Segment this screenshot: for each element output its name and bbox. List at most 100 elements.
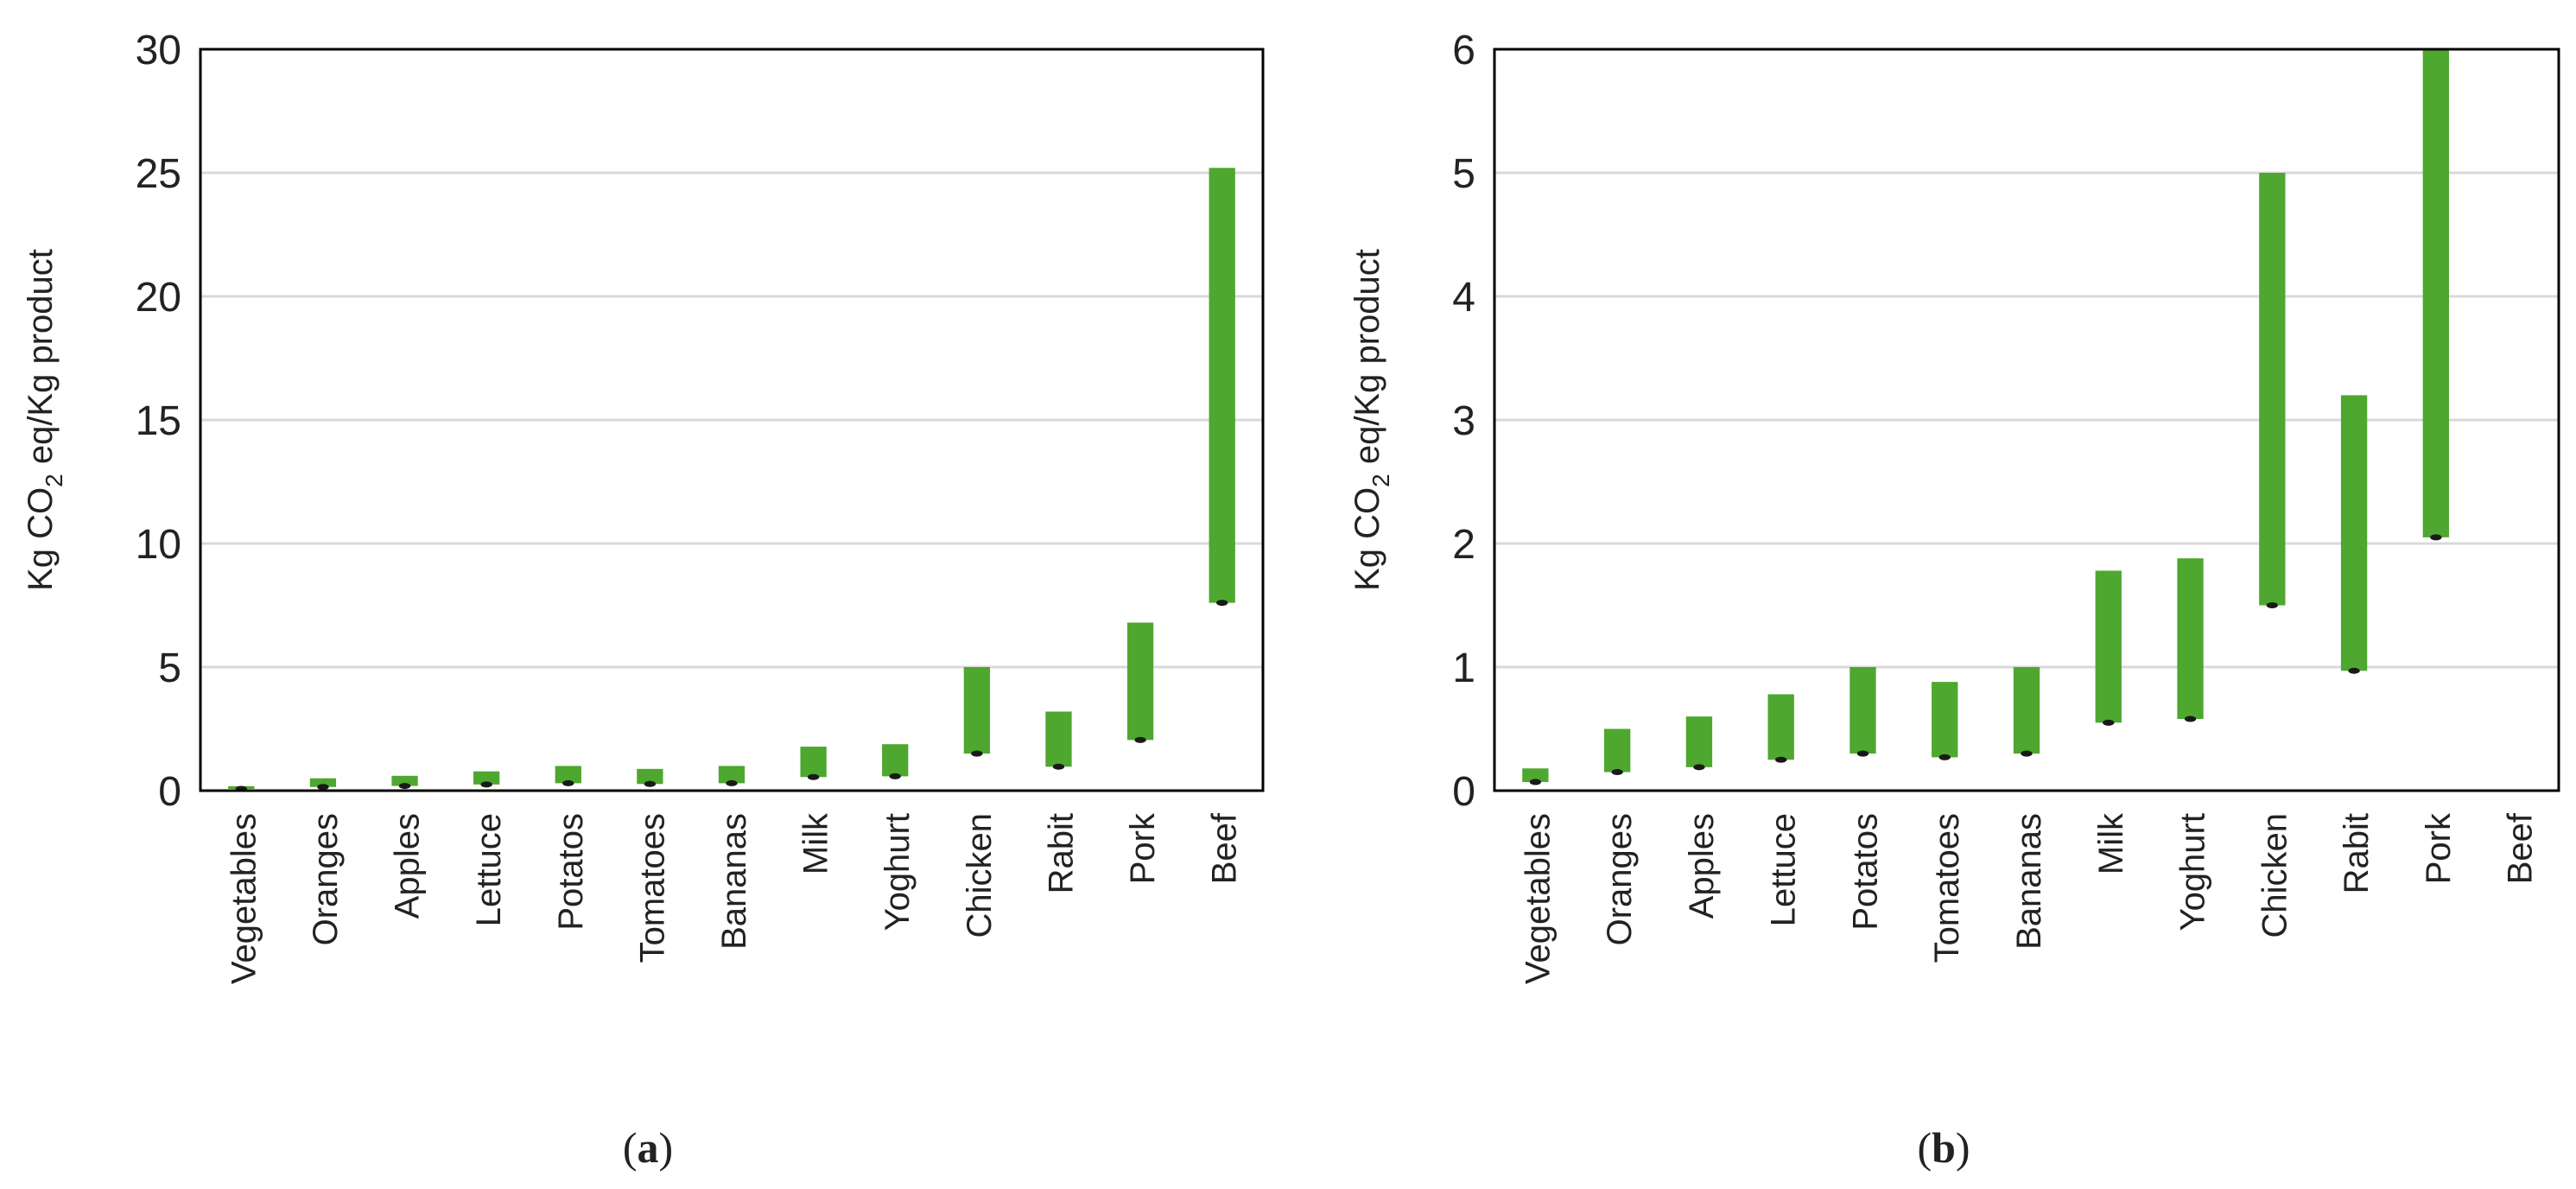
min-marker	[726, 779, 738, 786]
range-bar	[1045, 711, 1072, 767]
min-marker	[1052, 763, 1065, 770]
min-marker	[807, 773, 820, 780]
x-tick-label: Tomatoes	[633, 813, 671, 963]
min-marker	[2348, 667, 2360, 674]
range-bar	[718, 766, 746, 784]
x-tick-label: Apples	[389, 813, 427, 919]
y-tick-label: 4	[1452, 275, 1475, 321]
range-bar	[1126, 622, 1154, 741]
min-marker	[398, 783, 411, 790]
y-tick-label: 5	[158, 645, 181, 691]
y-tick-label: 5	[1452, 151, 1475, 197]
y-tick-label: 15	[136, 398, 181, 444]
range-bar	[1685, 716, 1713, 767]
x-tick-label: Milk	[2092, 812, 2130, 874]
x-tick-label: Beef	[2502, 812, 2540, 884]
y-axis-label-subscript: 2	[1367, 474, 1394, 487]
min-marker	[562, 779, 574, 786]
x-tick-label: Rabit	[1042, 813, 1080, 893]
min-marker	[2021, 750, 2033, 757]
y-tick-label: 6	[1452, 28, 1475, 73]
y-tick-label: 2	[1452, 522, 1475, 568]
x-tick-label: Rabit	[2338, 813, 2376, 893]
y-tick-label: 0	[1452, 769, 1475, 815]
min-marker	[1775, 756, 1787, 763]
y-axis-label-part: eq/Kg product	[22, 249, 60, 474]
range-bar	[555, 766, 581, 784]
min-marker	[317, 784, 329, 791]
x-tick-label: Oranges	[1601, 813, 1639, 945]
min-marker	[2103, 719, 2115, 726]
panel-label-paren: )	[1956, 1123, 1970, 1172]
x-tick-label: Milk	[797, 812, 835, 874]
range-bar	[2095, 570, 2122, 723]
range-bar	[2259, 173, 2286, 606]
x-tick-label: Potatos	[1846, 813, 1884, 931]
panel-label: (b)	[1917, 1123, 1970, 1172]
x-tick-label: Pork	[2420, 812, 2458, 884]
x-tick-label: Bananas	[2010, 813, 2048, 950]
x-tick-label: Vegetables	[225, 813, 263, 984]
min-marker	[2266, 602, 2278, 608]
min-marker	[1856, 750, 1869, 757]
range-bar	[2340, 395, 2368, 671]
panel-label: (a)	[623, 1123, 673, 1172]
panel-label-paren: (	[1917, 1123, 1932, 1172]
panel-label-letter: b	[1932, 1123, 1956, 1172]
plot-frame	[1493, 48, 2560, 792]
range-bar	[391, 775, 418, 786]
min-marker	[1216, 600, 1228, 607]
min-marker	[2184, 715, 2197, 722]
x-tick-label: Lettuce	[470, 813, 508, 926]
range-bar	[800, 747, 827, 778]
range-bar	[1767, 694, 1794, 760]
range-bar	[1932, 682, 1958, 758]
chart-panel-a: 0 5 10 15 20 25 30 Kg CO2 eq/Kg product Vegetabl…	[22, 28, 1265, 1172]
y-axis-label-part: eq/Kg product	[1348, 249, 1386, 474]
panel-label-paren: (	[623, 1123, 638, 1172]
min-marker	[1134, 736, 1146, 743]
y-tick-label: 20	[136, 275, 181, 321]
x-tick-label: Apples	[1683, 813, 1721, 919]
plot-frame	[199, 48, 1265, 792]
min-marker	[889, 773, 901, 779]
x-tick-label: Beef	[1206, 812, 1244, 884]
x-tick-label: Chicken	[961, 813, 999, 938]
y-axis-label: Kg CO2 eq/Kg product	[1348, 249, 1394, 591]
range-bar	[473, 771, 500, 785]
y-tick-label: 3	[1452, 398, 1475, 444]
range-bar	[1209, 168, 1235, 603]
x-tick-label: Potatos	[552, 813, 590, 931]
min-marker	[971, 750, 983, 757]
range-bar	[2422, 49, 2450, 537]
min-marker	[1529, 779, 1542, 785]
chart-panel-b: 0 1 2 3 4 5 6 Kg CO2 eq/Kg product Vegetables Ora…	[1348, 28, 2560, 1172]
x-tick-label: Bananas	[715, 813, 753, 950]
min-marker	[1938, 753, 1951, 760]
range-bar	[882, 744, 909, 777]
min-marker	[1611, 769, 1623, 776]
range-bar	[1603, 728, 1631, 773]
y-axis-label: Kg CO2 eq/Kg product	[22, 249, 67, 591]
y-axis-label-part: Kg CO	[22, 487, 60, 591]
range-bar	[2177, 558, 2204, 720]
range-bar	[963, 667, 990, 754]
y-tick-label: 10	[136, 522, 181, 568]
range-bar	[1522, 768, 1549, 782]
y-tick-label: 0	[158, 769, 181, 815]
y-tick-label: 30	[136, 28, 181, 73]
x-tick-label: Yoghurt	[2174, 813, 2212, 931]
x-tick-label: Pork	[1124, 812, 1162, 884]
range-bar	[309, 778, 337, 787]
x-tick-label: Tomatoes	[1928, 813, 1966, 963]
x-tick-label: Chicken	[2256, 813, 2294, 938]
min-marker	[2430, 534, 2442, 541]
min-marker	[480, 781, 492, 788]
y-tick-label: 1	[1452, 645, 1475, 691]
min-marker	[1693, 764, 1705, 771]
x-tick-label: Vegetables	[1519, 813, 1557, 984]
range-bar	[1850, 667, 1876, 754]
range-bar	[2013, 667, 2040, 754]
panel-label-paren: )	[659, 1123, 674, 1172]
